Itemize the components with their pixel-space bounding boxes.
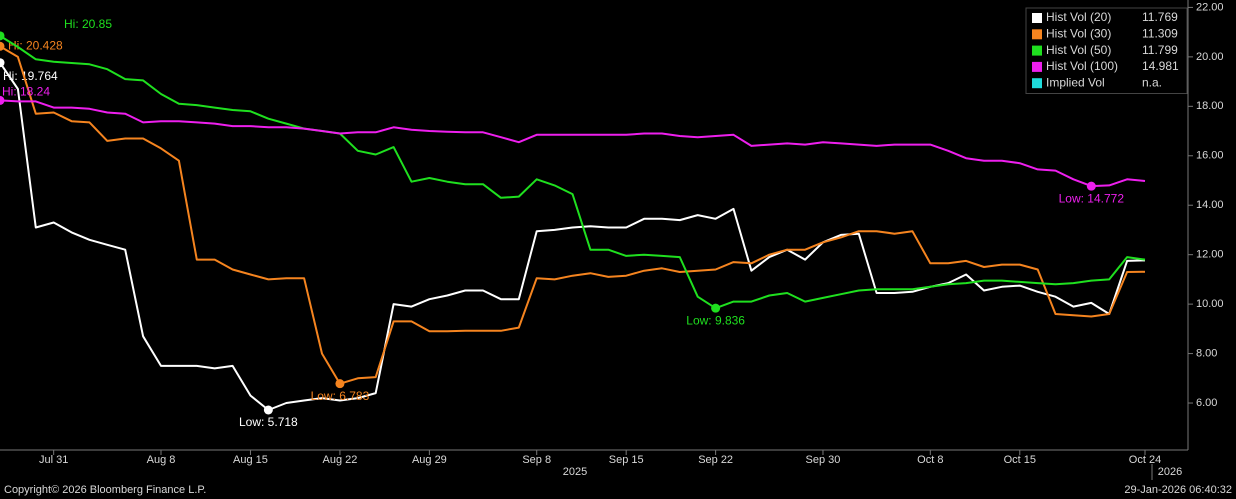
legend-value: 11.769 <box>1142 10 1178 24</box>
x-tick-label: Sep 8 <box>522 454 551 466</box>
low-label: Low: 6.783 <box>311 389 370 403</box>
series-line <box>0 35 1146 310</box>
legend-swatch <box>1032 61 1042 72</box>
y-tick-label: 20.00 <box>1196 51 1224 63</box>
hi-label: Hi: 18.24 <box>2 85 50 99</box>
x-tick-label: Aug 22 <box>322 454 357 466</box>
legend-swatch <box>1032 45 1042 56</box>
y-tick-label: 6.00 <box>1196 397 1217 409</box>
hi-marker <box>0 41 5 51</box>
x-tick-label: Sep 22 <box>698 454 733 466</box>
timestamp: 29-Jan-2026 06:40:32 <box>1124 484 1232 496</box>
low-label: Low: 9.836 <box>686 313 745 327</box>
low-marker <box>1086 181 1096 191</box>
x-tick-label: Oct 15 <box>1004 454 1036 466</box>
low-marker <box>335 379 345 389</box>
low-marker <box>263 405 273 415</box>
low-label: Low: 14.772 <box>1059 191 1125 205</box>
legend-swatch <box>1032 78 1042 89</box>
hi-marker <box>0 31 5 41</box>
y-tick-label: 12.00 <box>1196 249 1224 261</box>
x-tick-label: Sep 30 <box>806 454 841 466</box>
year-label: 2026 <box>1158 466 1182 478</box>
year-label: 2025 <box>563 466 587 478</box>
y-tick-label: 8.00 <box>1196 347 1217 359</box>
series-line <box>0 62 1146 411</box>
x-tick-label: Aug 8 <box>147 454 176 466</box>
copyright: Copyright© 2026 Bloomberg Finance L.P. <box>4 484 206 496</box>
legend-box <box>1025 7 1188 94</box>
series-line <box>0 45 1146 385</box>
low-label: Low: 5.718 <box>239 415 298 429</box>
legend-value: 11.799 <box>1142 43 1178 57</box>
legend-value: n.a. <box>1142 75 1162 89</box>
legend-name: Hist Vol (30) <box>1046 26 1111 40</box>
y-tick-label: 18.00 <box>1196 100 1224 112</box>
x-tick-label: Oct 8 <box>917 454 943 466</box>
series-line <box>0 99 1146 188</box>
x-tick-label: Sep 15 <box>609 454 644 466</box>
hi-label: Hi: 20.85 <box>64 17 112 31</box>
x-tick-label: Oct 24 <box>1129 454 1161 466</box>
legend-name: Hist Vol (20) <box>1046 10 1111 24</box>
hi-marker <box>0 95 5 105</box>
x-tick-label: Aug 15 <box>233 454 268 466</box>
low-marker <box>711 303 721 313</box>
hi-marker <box>0 58 5 68</box>
legend-name: Hist Vol (100) <box>1046 59 1118 73</box>
legend-swatch <box>1032 29 1042 40</box>
y-tick-label: 22.00 <box>1196 1 1224 13</box>
y-tick-label: 10.00 <box>1196 298 1224 310</box>
legend-value: 14.981 <box>1142 59 1179 73</box>
legend-value: 11.309 <box>1142 26 1178 40</box>
x-tick-label: Aug 29 <box>412 454 447 466</box>
hi-label: Hi: 19.764 <box>3 69 58 83</box>
legend-swatch <box>1032 13 1042 23</box>
legend-name: Hist Vol (50) <box>1046 43 1111 57</box>
x-tick-label: Jul 31 <box>39 454 68 466</box>
y-tick-label: 14.00 <box>1196 199 1224 211</box>
y-tick-label: 16.00 <box>1196 150 1224 162</box>
legend-name: Implied Vol <box>1046 75 1105 89</box>
